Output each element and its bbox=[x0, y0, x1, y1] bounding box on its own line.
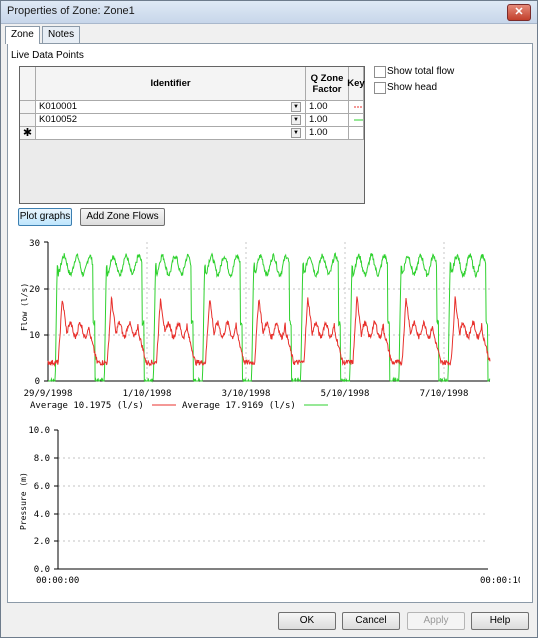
y-tick-label: 30 bbox=[29, 239, 40, 249]
flow-y-ticks: 30 20 10 0 bbox=[29, 239, 48, 387]
table-row[interactable]: K010052 ▼ 1.00 bbox=[20, 114, 364, 127]
q-zone-factor-header: Q Zone Factor bbox=[306, 67, 349, 101]
x-tick-label: 29/9/1998 bbox=[24, 389, 73, 399]
y-tick-label: 0 bbox=[35, 377, 40, 387]
flow-grid bbox=[48, 242, 490, 381]
x-tick-label: 1/10/1998 bbox=[123, 389, 172, 399]
identifier-header: Identifier bbox=[36, 67, 306, 101]
key-cell bbox=[349, 127, 364, 140]
y-tick-label: 20 bbox=[29, 285, 40, 295]
legend-label: Average 17.9169 (l/s) bbox=[182, 401, 296, 411]
identifier-cell[interactable]: ▼ bbox=[36, 127, 306, 140]
chevron-down-icon[interactable]: ▼ bbox=[291, 115, 301, 125]
flow-x-ticks: 29/9/1998 1/10/1998 3/10/1998 5/10/1998 … bbox=[24, 389, 469, 399]
identifier-cell[interactable]: K010052 ▼ bbox=[36, 114, 306, 127]
pressure-y-axis-label: Pressure (m) bbox=[19, 472, 28, 530]
pressure-chart: 10.0 8.0 6.0 4.0 2.0 0.0 Pressure (m) 00… bbox=[19, 426, 520, 586]
show-total-flow-label[interactable]: Show total flow bbox=[387, 66, 455, 77]
y-tick-label: 6.0 bbox=[34, 482, 50, 492]
x-tick-label: 00:00:10 bbox=[480, 576, 520, 586]
new-row-icon[interactable]: ✱ bbox=[20, 127, 36, 140]
tab-notes[interactable]: Notes bbox=[42, 26, 81, 43]
factor-cell[interactable]: 1.00 bbox=[306, 127, 349, 140]
close-button[interactable]: ✕ bbox=[507, 4, 531, 21]
y-tick-label: 4.0 bbox=[34, 510, 50, 520]
x-tick-label: 5/10/1998 bbox=[321, 389, 370, 399]
x-tick-label: 00:00:00 bbox=[36, 576, 79, 586]
y-tick-label: 0.0 bbox=[34, 565, 50, 575]
cancel-button[interactable]: Cancel bbox=[342, 612, 400, 630]
plot-graphs-button[interactable]: Plot graphs bbox=[18, 208, 72, 226]
y-tick-label: 2.0 bbox=[34, 537, 50, 547]
legend-label: Average 10.1975 (l/s) bbox=[30, 401, 144, 411]
help-button[interactable]: Help bbox=[471, 612, 529, 630]
show-total-flow-checkbox[interactable] bbox=[374, 66, 386, 78]
flow-chart: 30 20 10 0 Flow (l/s) 29/9/1998 1/10/199… bbox=[20, 239, 491, 411]
identifier-cell[interactable]: K010001 ▼ bbox=[36, 101, 306, 114]
flow-y-axis-label: Flow (l/s) bbox=[20, 283, 29, 331]
table-row[interactable]: K010001 ▼ 1.00 bbox=[20, 101, 364, 114]
live-data-points-label: Live Data Points bbox=[11, 50, 84, 61]
y-tick-label: 10.0 bbox=[28, 426, 50, 436]
ok-button[interactable]: OK bbox=[278, 612, 336, 630]
y-tick-label: 8.0 bbox=[34, 454, 50, 464]
row-selector[interactable] bbox=[20, 114, 36, 127]
factor-cell[interactable]: 1.00 bbox=[306, 101, 349, 114]
pressure-grid bbox=[58, 457, 488, 542]
live-data-grid: Identifier Q Zone Factor Key K010001 ▼ 1… bbox=[19, 66, 365, 204]
factor-cell[interactable]: 1.00 bbox=[306, 114, 349, 127]
identifier-value: K010001 bbox=[39, 101, 78, 112]
x-tick-label: 3/10/1998 bbox=[222, 389, 271, 399]
show-head-label[interactable]: Show head bbox=[387, 82, 438, 93]
apply-button[interactable]: Apply bbox=[407, 612, 465, 630]
key-swatch bbox=[354, 119, 363, 121]
tab-zone[interactable]: Zone bbox=[5, 26, 40, 44]
chevron-down-icon[interactable]: ▼ bbox=[291, 102, 301, 112]
show-head-checkbox[interactable] bbox=[374, 82, 386, 94]
identifier-value: K010052 bbox=[39, 114, 78, 125]
series-line-k010001 bbox=[47, 295, 491, 367]
key-cell bbox=[349, 101, 364, 114]
pressure-y-ticks: 10.0 8.0 6.0 4.0 2.0 0.0 bbox=[28, 426, 58, 575]
table-row[interactable]: ✱ ▼ 1.00 bbox=[20, 127, 364, 140]
x-tick-label: 7/10/1998 bbox=[420, 389, 469, 399]
title-bar: Properties of Zone: Zone1 ✕ bbox=[1, 1, 537, 24]
series-line-k010052 bbox=[47, 252, 491, 383]
window-title: Properties of Zone: Zone1 bbox=[7, 5, 135, 17]
key-swatch bbox=[354, 106, 363, 108]
y-tick-label: 10 bbox=[29, 331, 40, 341]
key-header: Key bbox=[347, 67, 365, 101]
row-selector[interactable] bbox=[20, 101, 36, 114]
row-header-corner bbox=[20, 67, 36, 101]
key-cell bbox=[349, 114, 364, 127]
add-zone-flows-button[interactable]: Add Zone Flows bbox=[80, 208, 165, 226]
flow-legend: Average 10.1975 (l/s) Average 17.9169 (l… bbox=[30, 401, 328, 411]
chevron-down-icon[interactable]: ▼ bbox=[291, 128, 301, 138]
